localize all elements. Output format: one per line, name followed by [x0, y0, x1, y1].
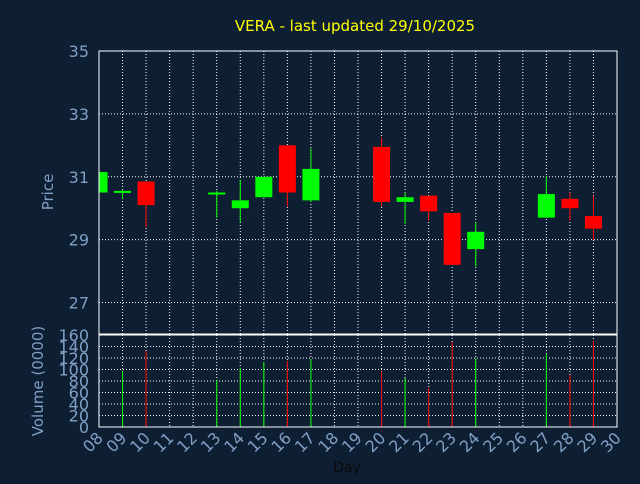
volume-tick-label: 140	[58, 338, 89, 357]
candle-up	[396, 197, 414, 202]
candle-down	[420, 195, 438, 212]
candle-down	[561, 198, 579, 209]
candle-up	[231, 200, 249, 209]
candle-up	[208, 192, 226, 195]
volume-tick-label: 120	[58, 349, 89, 368]
candle-up	[302, 168, 320, 201]
candle-down	[137, 181, 155, 206]
price-tick-label: 27	[69, 294, 89, 313]
candle-down	[584, 216, 602, 229]
volume-tick-label: 80	[69, 372, 89, 391]
price-tick-label: 29	[69, 231, 89, 250]
volume-axis-label: Volume (0000)	[29, 326, 47, 436]
volume-tick-label: 160	[58, 326, 89, 345]
price-panel-border	[98, 50, 618, 335]
chart-title: VERA - last updated 29/10/2025	[235, 17, 475, 35]
candle-up	[114, 190, 132, 193]
candle-down	[373, 146, 391, 202]
candle-up	[255, 176, 273, 198]
price-tick-label: 35	[69, 42, 89, 61]
candle-up	[99, 172, 108, 193]
candle-up	[467, 231, 485, 250]
volume-tick-label: 20	[69, 407, 89, 426]
volume-tick-label: 40	[69, 395, 89, 414]
volume-tick-label: 0	[79, 418, 89, 437]
candle-up	[537, 194, 555, 218]
volume-tick-label: 100	[58, 361, 89, 380]
price-tick-label: 31	[69, 168, 89, 187]
candle-down	[278, 145, 296, 193]
candle-down	[443, 212, 461, 265]
volume-tick-label: 60	[69, 384, 89, 403]
day-tick-label: 30	[597, 428, 625, 456]
volume-panel-border	[98, 334, 618, 428]
day-axis-label: Day	[333, 460, 361, 476]
price-axis-label: Price	[39, 174, 57, 211]
price-tick-label: 33	[69, 105, 89, 124]
